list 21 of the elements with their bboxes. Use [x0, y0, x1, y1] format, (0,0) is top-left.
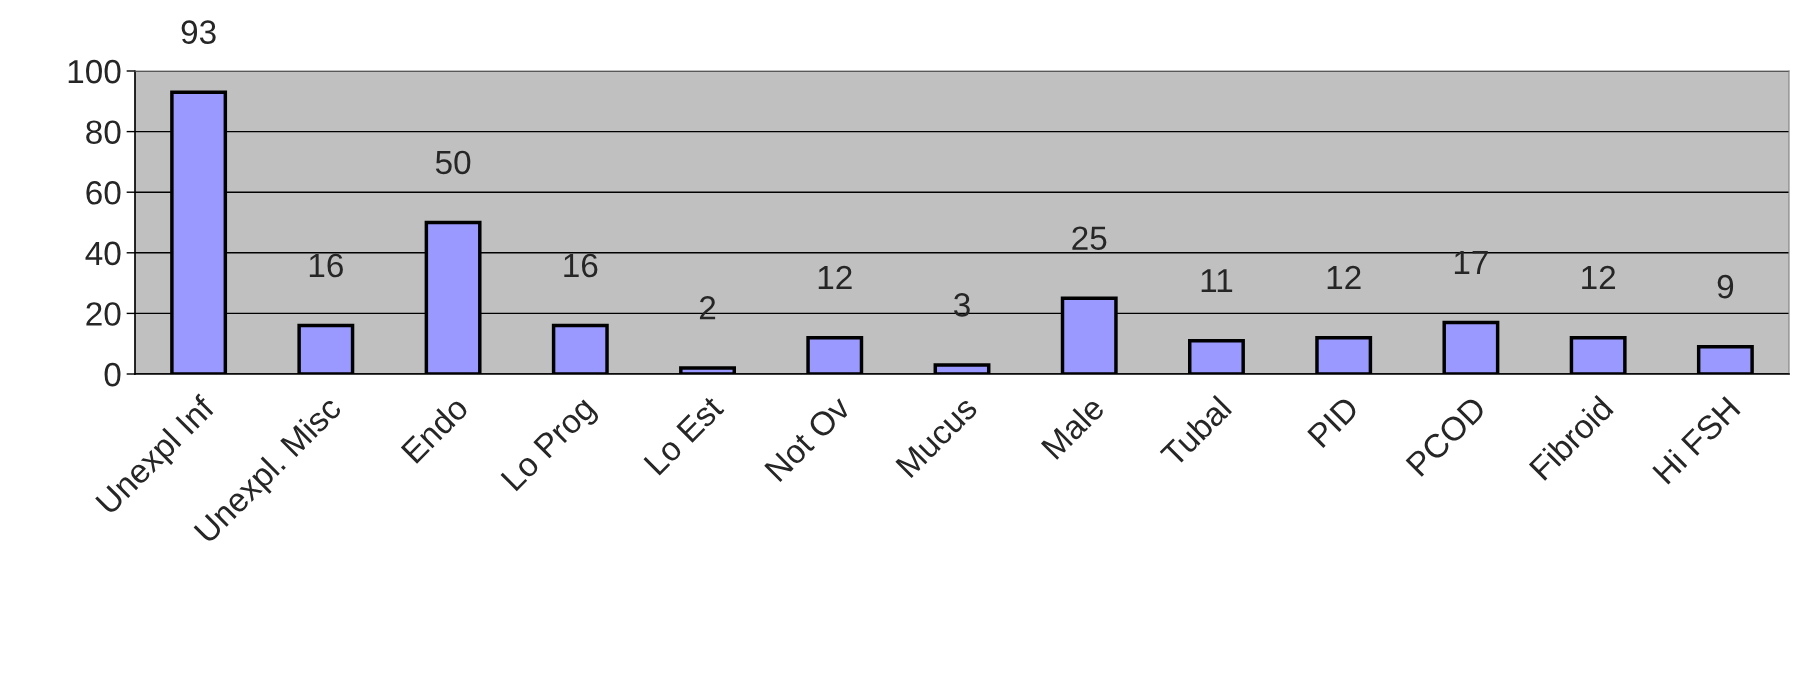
y-tick-label: 0: [104, 362, 121, 387]
x-tick-label: Lo Est: [643, 394, 725, 476]
x-tick-label: PID: [1307, 395, 1360, 448]
y-tick-label: 40: [85, 241, 121, 266]
data-label: 12: [1582, 265, 1616, 290]
data-label: 12: [818, 265, 852, 290]
data-label: 16: [564, 253, 598, 278]
x-tick-label: Not Ov: [763, 394, 852, 483]
data-label: 93: [181, 20, 216, 44]
data-label: 50: [435, 150, 471, 175]
y-tick-label: 80: [86, 120, 121, 145]
data-label: 25: [1072, 226, 1107, 250]
data-label: 3: [954, 293, 970, 317]
y-tick-label: 20: [86, 302, 121, 326]
data-label: 16: [309, 253, 343, 278]
data-label: 17: [1454, 250, 1488, 274]
data-label: 9: [1717, 274, 1734, 299]
y-tick-label: 100: [68, 59, 121, 84]
data-label: 11: [1201, 269, 1233, 293]
data-label: 12: [1327, 265, 1361, 290]
y-tick-label: 60: [86, 181, 121, 205]
